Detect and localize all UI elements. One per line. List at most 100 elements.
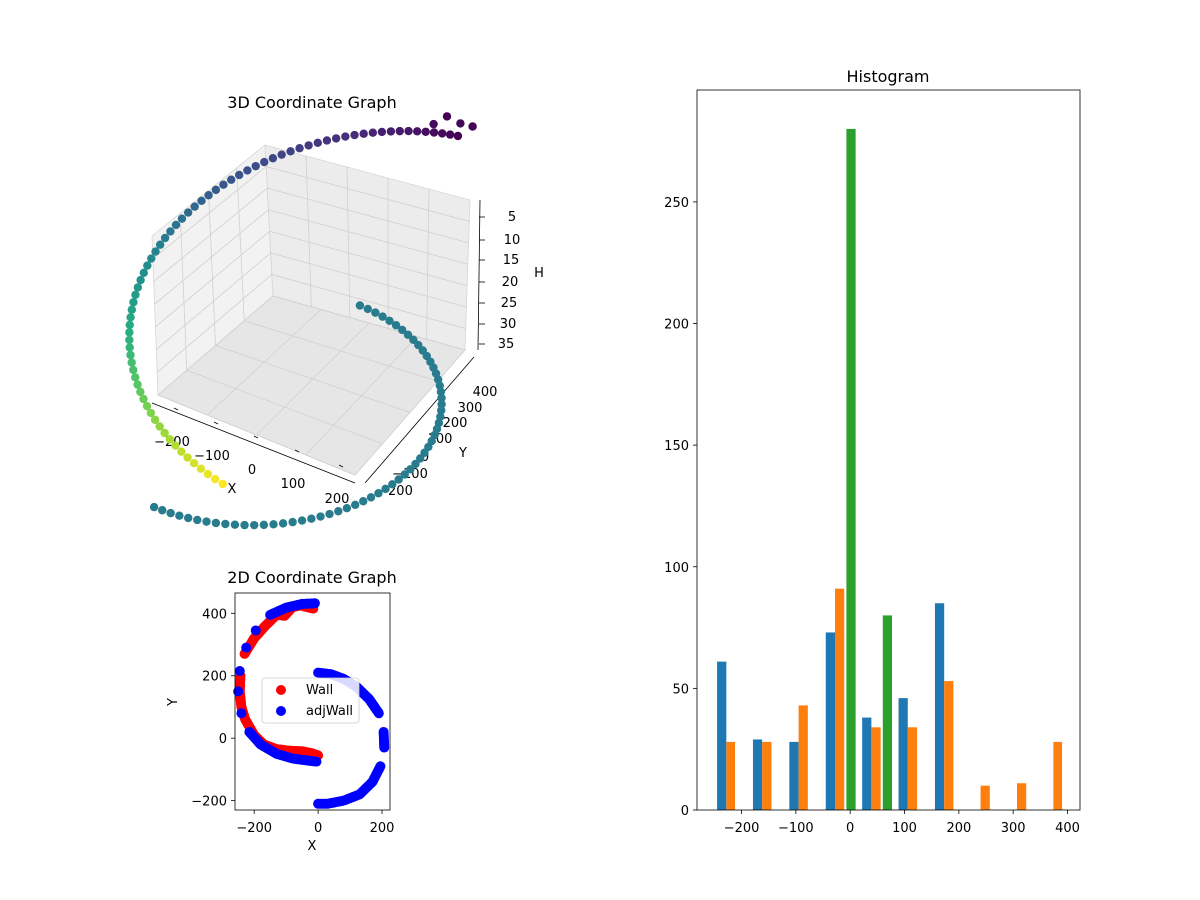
scatter-point-3d — [196, 464, 206, 473]
y-tick-label: 100 — [664, 561, 689, 576]
histogram-bar-s2-0 — [846, 128, 856, 810]
panel-histogram: Histogram −200 −100 0 100 200 300 400 0 50 100 150… — [664, 67, 1081, 836]
scatter-point-3d — [155, 422, 164, 431]
adjwall-point — [265, 609, 276, 620]
scatter-point-3d — [218, 479, 227, 489]
x-tick-label: 400 — [1055, 821, 1080, 836]
scatter-point-3d — [277, 150, 286, 159]
scatter-point-3d — [286, 147, 295, 156]
histogram-bar-s0-5 — [898, 698, 908, 810]
scatter-point-3d — [126, 350, 135, 360]
scatter-point-3d — [437, 400, 446, 409]
grid-line-3d — [305, 155, 312, 307]
chart-title-2d: 2D Coordinate Graph — [227, 568, 396, 587]
scatter-point-3d — [334, 507, 343, 516]
scatter-point-3d — [127, 358, 136, 367]
histogram-bar-s1-0 — [726, 741, 736, 810]
grid-line-3d — [236, 167, 245, 321]
scatter-point-3d — [125, 328, 134, 337]
x-tick-label-3d: −100 — [194, 449, 230, 464]
scatter-point-3d — [219, 180, 228, 189]
ticks-histogram: −200 −100 0 100 200 300 400 0 50 100 150 200 250 — [664, 196, 1080, 836]
adjwall-point — [241, 642, 252, 653]
grid-line-3d — [179, 213, 188, 371]
scatter-point-3d — [227, 175, 236, 184]
scatter-point-3d — [166, 227, 175, 236]
scatter-point-3d — [149, 502, 159, 512]
scatter-point-3d — [269, 520, 278, 529]
scatter-point-3d — [221, 519, 230, 529]
grid-line-3d — [426, 188, 430, 340]
scatter-point-3d — [131, 290, 140, 300]
scatter-point-3d — [268, 154, 278, 163]
scatter-point-3d — [129, 365, 138, 375]
scatter-point-3d — [177, 214, 187, 223]
x-tick-label: −100 — [778, 821, 814, 836]
adjwall-point — [250, 625, 261, 636]
chart-title-histogram: Histogram — [847, 67, 930, 86]
histogram-bars — [717, 128, 1063, 810]
x-tick-label-2d: 0 — [314, 821, 322, 836]
y-tick-label: 250 — [664, 196, 689, 211]
scatter-point-3d — [437, 406, 446, 415]
scatter-point-3d — [359, 129, 368, 138]
scatter-point-3d — [171, 220, 181, 230]
z-tick-label-3d: 15 — [503, 253, 520, 268]
y-tick-label-3d: 400 — [473, 385, 498, 400]
scatter-point-3d — [377, 127, 387, 137]
histogram-bar-s0-0 — [717, 661, 727, 810]
scatter-point-3d — [151, 247, 160, 256]
scatter-point-3d — [171, 441, 180, 450]
histogram-bar-s1-8 — [1016, 783, 1027, 810]
scatter-point-3d — [341, 132, 350, 141]
ticks-2d: −200 0 200 −200 0 200 400 — [191, 607, 394, 836]
histogram-bar-s0-1 — [752, 739, 763, 810]
scatter-point-3d — [304, 141, 313, 150]
x-tick-mark-3d — [253, 435, 259, 439]
scatter-point-3d — [386, 127, 396, 136]
y-tick-label-3d: 0 — [421, 450, 429, 465]
scatter-point-3d — [453, 131, 463, 141]
grid-line-3d — [267, 187, 469, 244]
scatter-point-3d — [165, 435, 175, 444]
x-tick-label: 100 — [892, 821, 917, 836]
scatter-point-3d — [371, 308, 380, 317]
legend-label-wall: Wall — [306, 683, 333, 698]
grid-line-3d — [269, 230, 468, 287]
y-tick-label: 0 — [681, 804, 689, 819]
scatter-point-3d — [331, 134, 341, 143]
scatter-point-3d — [409, 335, 418, 345]
scatter-point-3d — [230, 520, 240, 529]
grid-3d — [152, 155, 470, 476]
scatter-point-3d — [342, 503, 352, 513]
z-axis-label-3d: H — [534, 266, 544, 281]
scatter-point-3d — [378, 312, 387, 321]
z-tick-label-3d: 10 — [504, 233, 521, 248]
scatter-point-3d — [183, 208, 193, 217]
plot-frame-histogram — [696, 89, 1081, 811]
y-tick-label-2d: 0 — [219, 732, 227, 747]
histogram-bar-s1-2 — [798, 705, 808, 810]
histogram-bar-s1-3 — [834, 588, 845, 810]
scatter-point-3d — [445, 130, 455, 139]
adjwall-point — [311, 756, 322, 767]
scatter-point-3d — [147, 254, 156, 263]
histogram-bar-s1-5 — [907, 727, 918, 810]
scatter-point-3d — [203, 469, 213, 479]
scatter-point-3d — [249, 520, 259, 530]
x-tick-label-3d: 100 — [281, 477, 306, 492]
scatter-point-3d — [160, 428, 169, 438]
scatter-point-3d — [374, 489, 383, 498]
legend-marker-wall — [276, 685, 286, 695]
x-tick-label: −200 — [724, 821, 760, 836]
scatter-point-3d — [403, 330, 413, 339]
scatter-point-3d — [136, 275, 145, 285]
x-axis-label-3d: X — [228, 482, 237, 497]
scatter-point-3d — [175, 511, 184, 520]
scatter-point-3d — [177, 447, 186, 456]
histogram-bar-s1-9 — [1053, 741, 1063, 810]
scatter-point-3d — [391, 321, 401, 330]
y-axis-line-3d — [364, 356, 475, 484]
scatter-point-3d — [411, 459, 420, 469]
scatter-point-3d — [150, 415, 160, 424]
